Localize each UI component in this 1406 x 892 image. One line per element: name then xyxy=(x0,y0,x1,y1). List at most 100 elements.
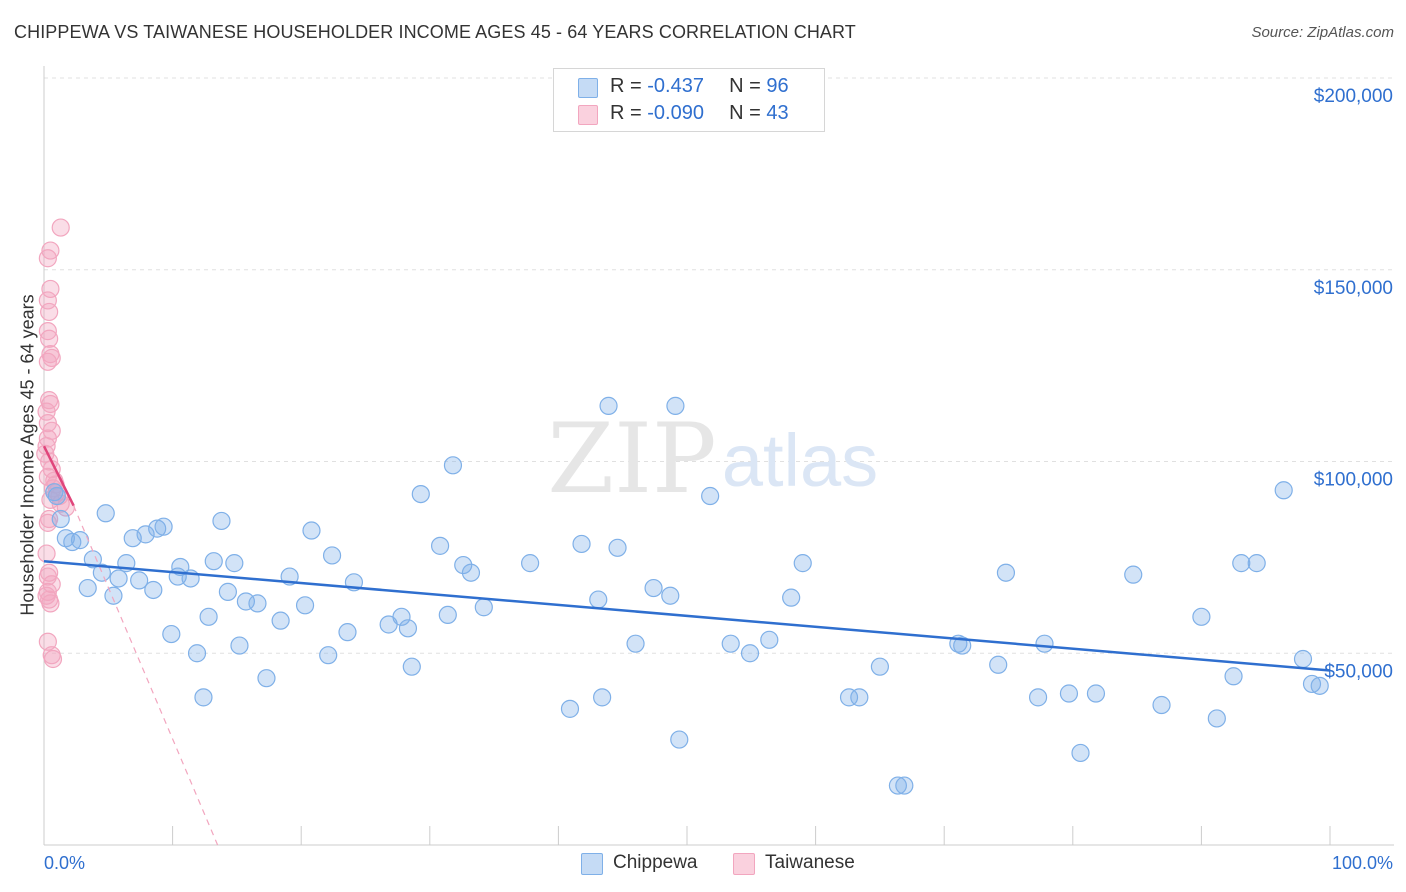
chippewa-point xyxy=(454,555,473,575)
chippewa-point xyxy=(236,592,256,611)
taiwanese-point xyxy=(38,429,57,448)
taiwanese-legend-swatch xyxy=(733,853,755,875)
legend-r-label: R = xyxy=(610,75,648,97)
chippewa-point xyxy=(1035,634,1054,653)
chippewa-point xyxy=(1310,676,1329,695)
chippewa-point xyxy=(989,655,1008,674)
chippewa-point xyxy=(1152,695,1171,715)
taiwanese-point xyxy=(37,402,56,421)
chippewa-point xyxy=(626,634,645,653)
chippewa-point xyxy=(599,396,618,415)
chippewa-trend-line xyxy=(43,559,1331,672)
chippewa-point xyxy=(701,486,720,506)
y-tick-label: $150,000 xyxy=(1314,278,1393,299)
source-credit: Source: ZipAtlas.com xyxy=(1251,24,1394,41)
taiwanese-legend-label: Taiwanese xyxy=(765,852,855,873)
x-tick-label-right: 100.0% xyxy=(1332,853,1393,873)
chart-title: CHIPPEWA VS TAIWANESE HOUSEHOLDER INCOME… xyxy=(14,22,856,42)
taiwanese-point xyxy=(38,291,57,310)
taiwanese-point xyxy=(41,594,60,613)
legend-r-value: -0.437 xyxy=(647,75,704,97)
chippewa-point xyxy=(593,688,612,707)
chippewa-point xyxy=(438,605,457,625)
chippewa-point xyxy=(474,598,493,617)
chippewa-point xyxy=(782,588,801,607)
chippewa-point xyxy=(402,657,421,676)
chippewa-point xyxy=(572,534,591,554)
watermark: ZIP atlas xyxy=(547,403,878,515)
chippewa-point xyxy=(793,554,812,573)
chippewa-point xyxy=(148,519,167,538)
legend-n-value: 43 xyxy=(766,102,789,124)
chippewa-point xyxy=(398,619,418,638)
chippewa-point xyxy=(104,586,123,605)
chippewa-point xyxy=(230,636,249,655)
chippewa-point xyxy=(199,607,218,626)
chippewa-point xyxy=(443,456,463,475)
chippewa-point xyxy=(96,504,115,523)
chippewa-point xyxy=(1059,684,1079,703)
chippewa-point xyxy=(430,536,450,555)
taiwanese-point xyxy=(38,322,57,341)
taiwanese-point xyxy=(51,218,70,237)
legend-r-value: -0.090 xyxy=(647,102,704,124)
chippewa-point xyxy=(51,509,70,529)
chippewa-point xyxy=(1247,554,1266,573)
chippewa-point xyxy=(521,554,540,573)
chippewa-point xyxy=(212,511,231,531)
taiwanese-point xyxy=(38,249,57,268)
chippewa-point xyxy=(895,776,914,795)
chippewa-point xyxy=(666,396,685,415)
chippewa-point xyxy=(839,688,859,707)
taiwanese-point xyxy=(40,329,59,348)
taiwanese-trend-extension xyxy=(73,505,219,846)
chippewa-point xyxy=(760,630,779,649)
correlation-legend: R = -0.437 N = 96 R = -0.090 N = 43 xyxy=(553,68,825,132)
axes xyxy=(43,66,1394,846)
chippewa-point xyxy=(644,578,663,598)
y-tick-label: $100,000 xyxy=(1314,470,1393,491)
chippewa-point xyxy=(154,517,173,536)
chippewa-legend-swatch xyxy=(581,853,603,875)
chippewa-point xyxy=(996,563,1016,582)
legend-n-label: N = xyxy=(729,75,767,97)
chippewa-legend-label: Chippewa xyxy=(613,852,698,873)
taiwanese-swatch xyxy=(578,105,598,125)
chippewa-point xyxy=(302,521,321,540)
y-tick-label: $200,000 xyxy=(1314,86,1393,107)
chippewa-point xyxy=(888,776,908,795)
chippewa-point xyxy=(144,580,163,600)
taiwanese-point xyxy=(43,649,63,669)
chippewa-point xyxy=(1086,684,1106,703)
taiwanese-point xyxy=(37,437,56,456)
chippewa-swatch xyxy=(578,78,598,98)
taiwanese-point xyxy=(40,302,59,322)
chippewa-point xyxy=(953,636,972,655)
legend-n-label: N = xyxy=(729,102,767,124)
chippewa-point xyxy=(1232,554,1251,573)
watermark-zip: ZIP xyxy=(547,403,716,515)
chippewa-point xyxy=(70,531,90,550)
chippewa-point xyxy=(319,646,338,665)
chippewa-point xyxy=(608,538,627,557)
taiwanese-point xyxy=(38,352,57,371)
chippewa-point xyxy=(1207,709,1226,728)
chippewa-point xyxy=(78,578,97,598)
chippewa-point xyxy=(661,586,680,605)
chippewa-point xyxy=(248,594,267,613)
chippewa-point xyxy=(47,486,66,506)
chippewa-point xyxy=(589,590,608,609)
taiwanese-point xyxy=(37,544,56,563)
chippewa-point xyxy=(392,607,411,626)
watermark-atlas: atlas xyxy=(722,419,878,502)
grid-lines xyxy=(44,77,1394,654)
chippewa-point xyxy=(225,554,244,573)
chippewa-point xyxy=(740,644,760,663)
x-tick-label-left: 0.0% xyxy=(44,853,85,873)
chippewa-point xyxy=(194,688,213,707)
chippewa-point xyxy=(218,582,237,601)
chippewa-point xyxy=(338,623,357,642)
chippewa-point xyxy=(670,730,689,749)
chippewa-point xyxy=(136,525,155,544)
